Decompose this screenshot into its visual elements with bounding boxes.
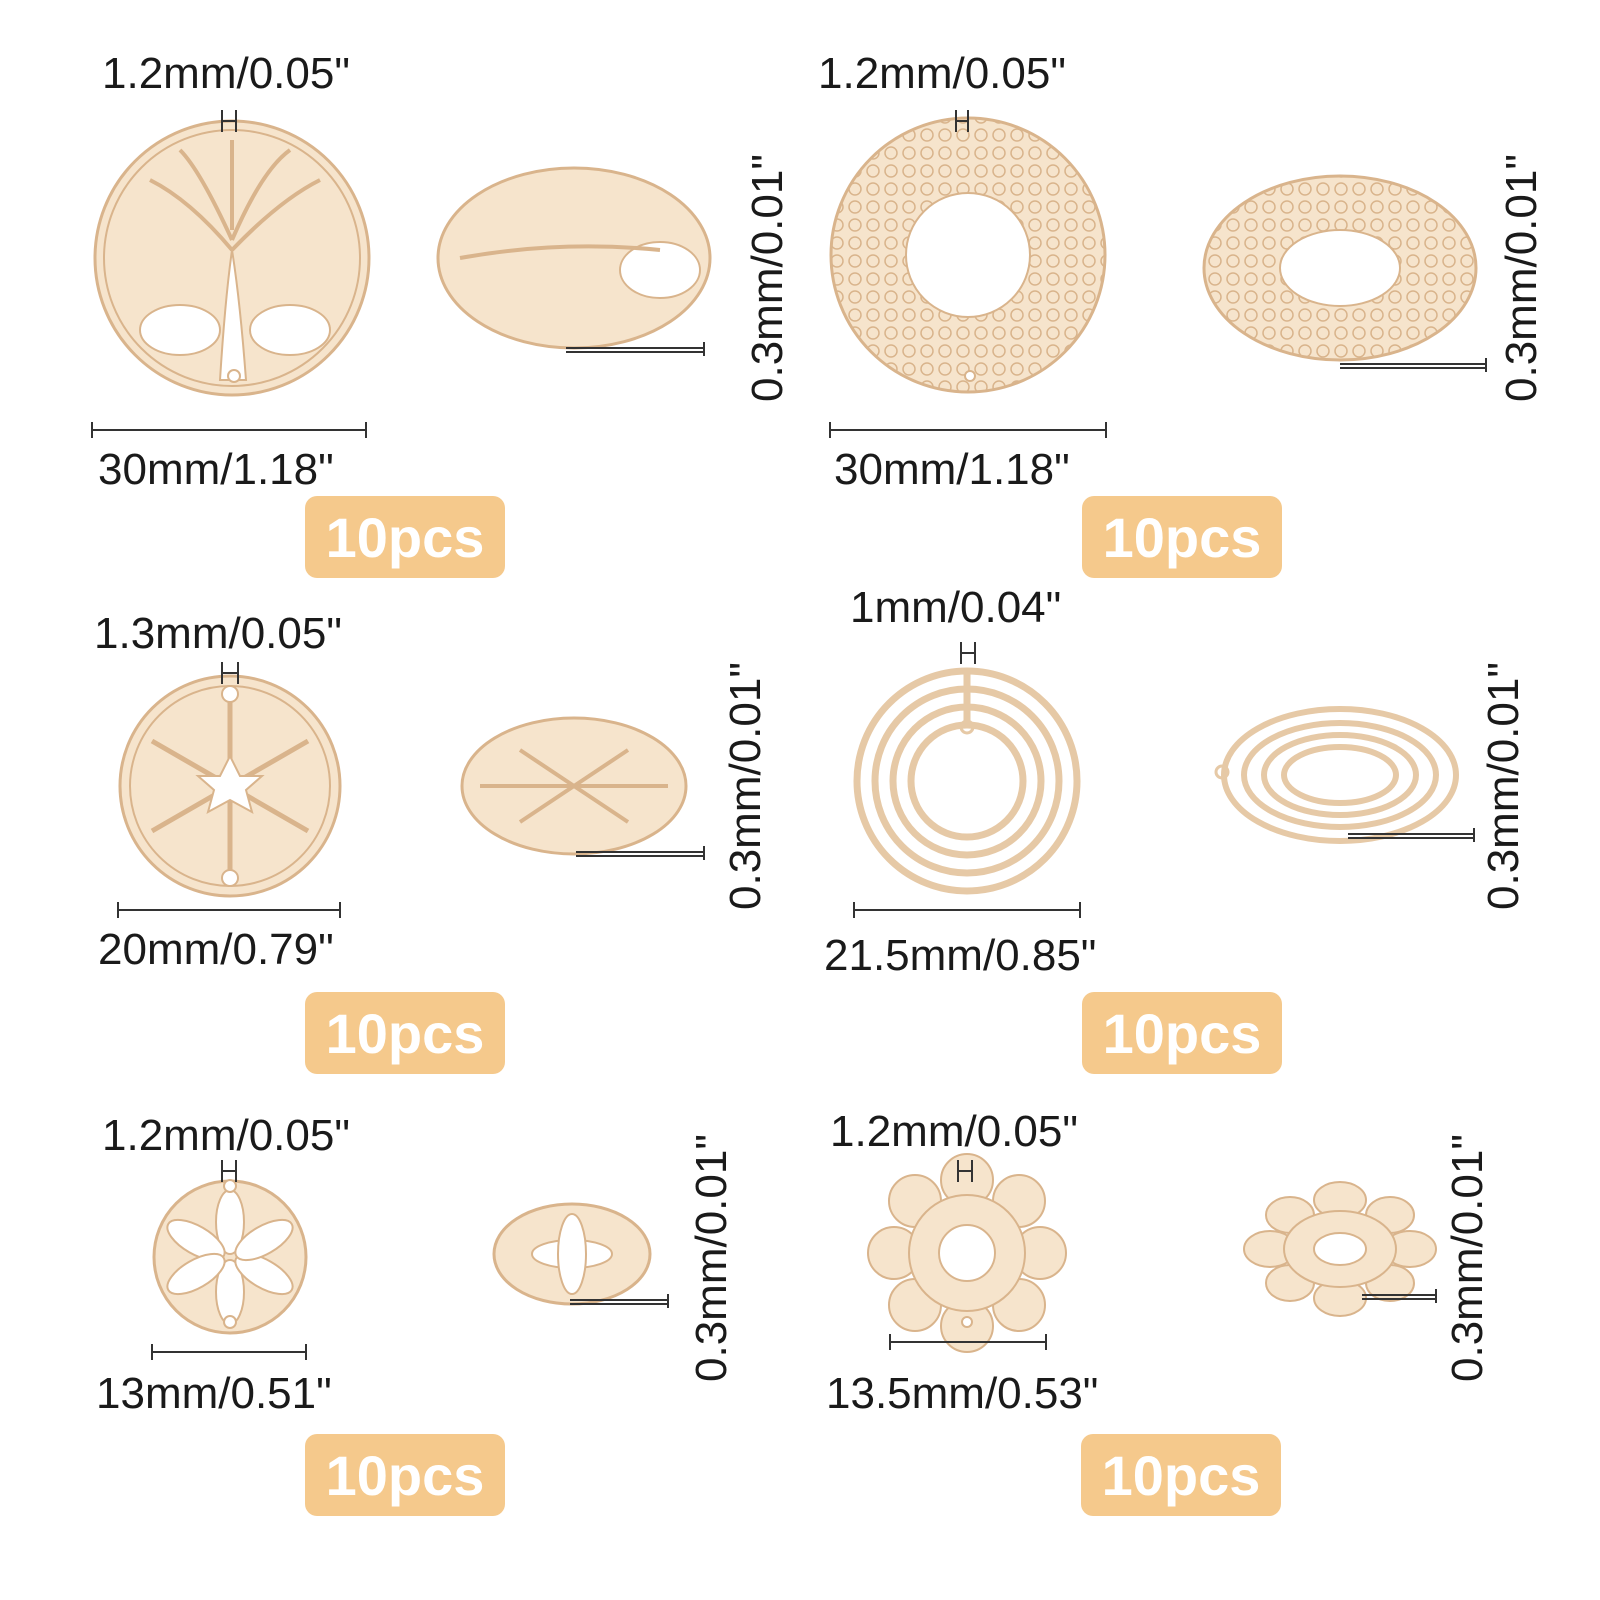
- tree-pendant-side: [436, 166, 712, 350]
- quantity-badge: 10pcs: [305, 992, 505, 1074]
- dimension-lines-6: [889, 1160, 1437, 1350]
- quantity-badge: 10pcs: [1081, 1434, 1281, 1516]
- dimension-lines-3: [117, 662, 705, 918]
- diameter-label: 21.5mm/0.85": [824, 931, 1097, 980]
- dimension-lines-2: [829, 110, 1487, 438]
- thickness-label: 0.3mm/0.01": [687, 1134, 736, 1382]
- hole-size-label: 1.2mm/0.05": [102, 49, 350, 98]
- diameter-label: 30mm/1.18": [98, 445, 334, 494]
- hole-size-label: 1.2mm/0.05": [830, 1107, 1078, 1156]
- hole-size-label: 1mm/0.04": [850, 583, 1062, 632]
- diameter-label: 20mm/0.79": [98, 925, 334, 974]
- hole-size-label: 1.2mm/0.05": [102, 1111, 350, 1160]
- dimension-lines-1: [91, 110, 705, 438]
- dimension-lines-5: [151, 1160, 669, 1360]
- diameter-label: 13mm/0.51": [96, 1369, 332, 1418]
- thickness-label: 0.3mm/0.01": [1479, 662, 1528, 910]
- tree-pendant-front: [93, 119, 371, 397]
- snowflake-pendant-side: [460, 716, 688, 856]
- thickness-label: 0.3mm/0.01": [721, 662, 770, 910]
- flower-pendant-front: [152, 1179, 308, 1335]
- rings-pendant-front: [853, 667, 1081, 895]
- thickness-label: 0.3mm/0.01": [1497, 154, 1546, 402]
- mandala-pendant-side: [1243, 1181, 1437, 1317]
- snowflake-pendant-front: [118, 674, 342, 898]
- dimension-lines-4: [853, 642, 1475, 918]
- rings-pendant-side: [1214, 706, 1459, 844]
- thickness-label: 0.3mm/0.01": [743, 154, 792, 402]
- diameter-label: 13.5mm/0.53": [826, 1369, 1099, 1418]
- mandala-pendant-front: [867, 1153, 1067, 1353]
- quantity-badge: 10pcs: [305, 1434, 505, 1516]
- quantity-badge: 10pcs: [305, 496, 505, 578]
- quantity-badge: 10pcs: [1082, 992, 1282, 1074]
- diameter-label: 30mm/1.18": [834, 445, 1070, 494]
- flower-pendant-side: [492, 1202, 652, 1306]
- mesh-pendant-side: [1202, 174, 1478, 362]
- thickness-label: 0.3mm/0.01": [1443, 1134, 1492, 1382]
- quantity-badge: 10pcs: [1082, 496, 1282, 578]
- hole-size-label: 1.2mm/0.05": [818, 49, 1066, 98]
- mesh-pendant-front: [829, 116, 1107, 394]
- hole-size-label: 1.3mm/0.05": [94, 609, 342, 658]
